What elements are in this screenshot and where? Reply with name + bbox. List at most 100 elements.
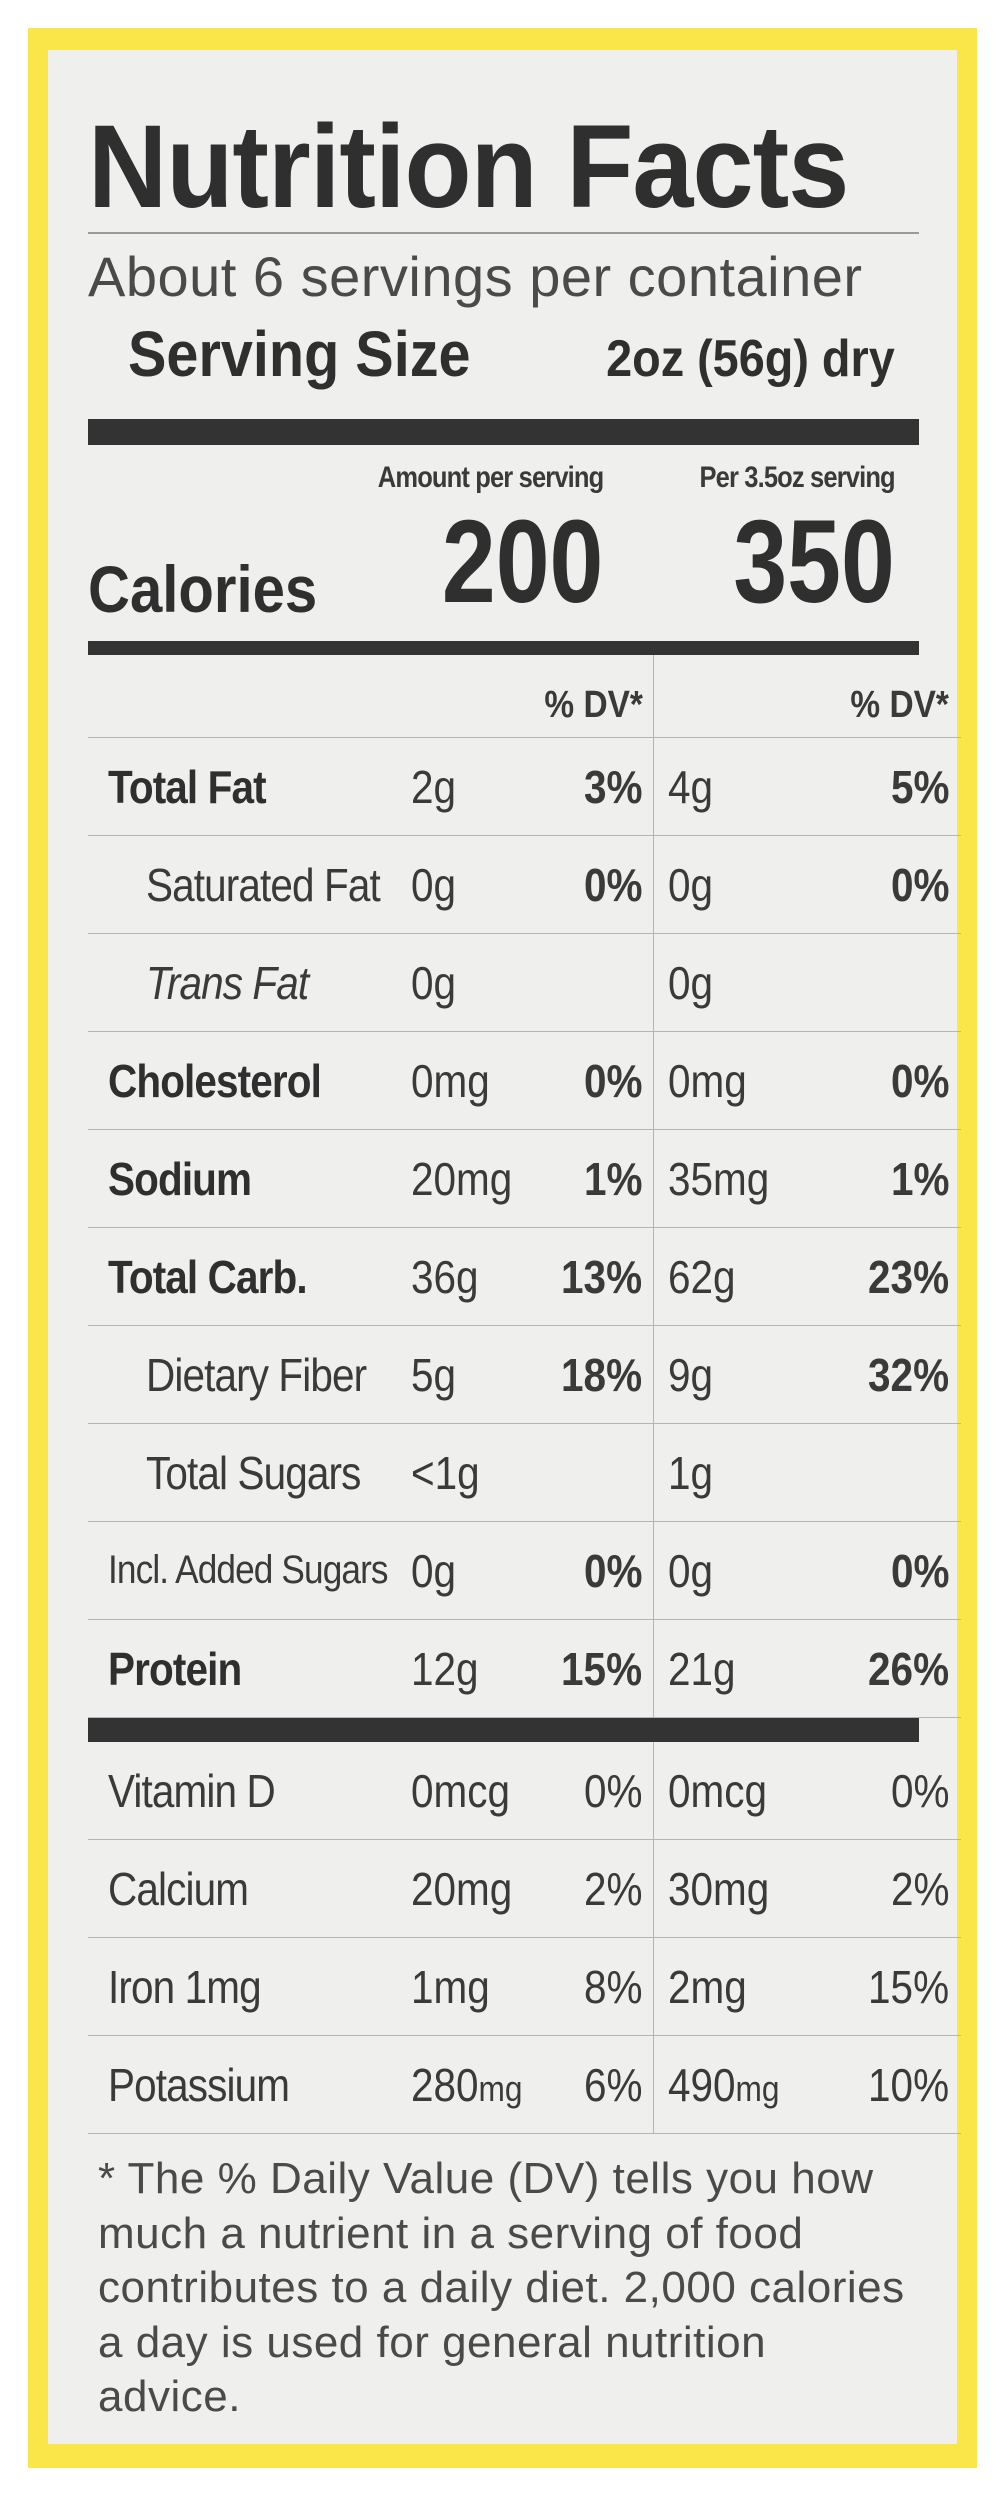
nutrient-dv-3-5oz: 5% (803, 737, 961, 836)
nutrient-dv-serving: 18% (523, 1325, 654, 1424)
dv-header-2: % DV* (803, 655, 961, 738)
nutrient-dv-serving (523, 933, 654, 1032)
label-border: Nutrition Facts About 6 servings per con… (28, 28, 977, 2468)
vitamin-name: Vitamin D (88, 1742, 403, 1840)
col2-header: Per 3.5oz serving (699, 461, 896, 494)
nutrient-amount-serving: <1g (403, 1423, 523, 1522)
serving-size-label: Serving Size (128, 318, 471, 390)
nutrient-dv-3-5oz: 0% (803, 1521, 961, 1620)
nutrient-amount-serving: 0g (403, 1521, 523, 1620)
calories-value-3-5oz: 350 (733, 496, 895, 628)
vitamin-name: Potassium (88, 2035, 403, 2134)
nutrient-amount-3-5oz: 0g (653, 933, 803, 1032)
nutrient-amount-3-5oz: 1g (653, 1423, 803, 1522)
nutrient-dv-3-5oz (803, 933, 961, 1032)
nutrient-row: Cholesterol 0mg 0% 0mg 0% (88, 1031, 961, 1130)
nutrient-amount-serving: 20mg (403, 1129, 523, 1228)
vitamin-dv-3-5oz: 10% (803, 2035, 961, 2134)
vitamin-dv-3-5oz: 2% (803, 1839, 961, 1938)
vitamin-amount-serving: 20mg (403, 1839, 523, 1938)
nutrient-dv-serving: 0% (523, 1031, 654, 1130)
nutrient-dv-3-5oz: 0% (803, 1031, 961, 1130)
calories-col-serving: Amount per serving 200 (338, 461, 603, 621)
nutrient-dv-3-5oz: 23% (803, 1227, 961, 1326)
nutrient-amount-serving: 0g (403, 933, 523, 1032)
nutrient-amount-serving: 0g (403, 835, 523, 934)
calories-label: Calories (88, 552, 318, 626)
nutrient-row: Sodium 20mg 1% 35mg 1% (88, 1129, 961, 1228)
vitamins-table: Vitamin D 0mcg 0% 0mcg 0% Calcium 20mg 2% 30mg 2%… (88, 1742, 961, 2134)
vitamin-row: Vitamin D 0mcg 0% 0mcg 0% (88, 1742, 961, 1840)
dv-header-1: % DV* (523, 655, 654, 738)
nutrient-row: Incl. Added Sugars 0g 0% 0g 0% (88, 1521, 961, 1620)
vitamin-row: Iron 1mg 1mg 8% 2mg 15% (88, 1937, 961, 2036)
nutrient-name: Total Fat (88, 737, 403, 836)
nutrient-name: Saturated Fat (88, 835, 403, 934)
nutrient-name: Total Sugars (88, 1423, 403, 1522)
nutrient-amount-serving: 5g (403, 1325, 523, 1424)
divider (88, 232, 919, 234)
nutrient-amount-3-5oz: 4g (653, 737, 803, 836)
vitamin-name: Iron 1mg (88, 1937, 403, 2036)
dv-header-row: % DV* % DV* (88, 655, 961, 738)
nutrition-facts-panel: Nutrition Facts About 6 servings per con… (48, 50, 961, 2444)
nutrient-amount-3-5oz: 9g (653, 1325, 803, 1424)
vitamin-amount-serving: 280mg (403, 2035, 523, 2134)
dv-header-blank (403, 655, 523, 738)
vitamin-row: Potassium 280mg 6% 490mg 10% (88, 2035, 961, 2134)
vitamin-amount-serving: 1mg (403, 1937, 523, 2036)
nutrient-row: Protein 12g 15% 21g 26% (88, 1619, 961, 1718)
vitamin-dv-3-5oz: 0% (803, 1742, 961, 1840)
nutrient-dv-serving (523, 1423, 654, 1522)
nutrient-rows: Total Fat 2g 3% 4g 5% Saturated Fat 0g 0% 0g 0% Tr… (88, 737, 961, 1718)
nutrient-dv-serving: 15% (523, 1619, 654, 1718)
vitamin-amount-3-5oz: 0mcg (653, 1742, 803, 1840)
calories-col-3-5oz: Per 3.5oz serving 350 (665, 461, 896, 628)
vitamin-amount-serving: 0mcg (403, 1742, 523, 1840)
nutrient-name: Incl. Added Sugars (88, 1521, 403, 1620)
nutrient-dv-3-5oz: 32% (803, 1325, 961, 1424)
vitamin-dv-serving: 0% (523, 1742, 654, 1840)
serving-size-row: Serving Size 2oz (56g) dry (88, 317, 919, 391)
nutrient-name: Trans Fat (88, 933, 403, 1032)
thick-divider-vitamins (88, 1718, 919, 1742)
nutrient-amount-3-5oz: 62g (653, 1227, 803, 1326)
nutrient-dv-3-5oz: 26% (803, 1619, 961, 1718)
vitamin-amount-3-5oz: 30mg (653, 1839, 803, 1938)
daily-value-footnote: * The % Daily Value (DV) tells you how m… (98, 2154, 905, 2422)
thick-divider (88, 419, 919, 445)
nutrient-amount-serving: 2g (403, 737, 523, 836)
nutrient-amount-3-5oz: 0g (653, 1521, 803, 1620)
vitamin-dv-serving: 2% (523, 1839, 654, 1938)
nutrient-dv-serving: 13% (523, 1227, 654, 1326)
dv-header-blank (653, 655, 803, 738)
nutrient-name: Cholesterol (88, 1031, 403, 1130)
medium-divider (88, 641, 919, 655)
nutrient-row: Trans Fat 0g 0g (88, 933, 961, 1032)
nutrient-amount-serving: 0mg (403, 1031, 523, 1130)
nutrient-dv-serving: 3% (523, 737, 654, 836)
vitamin-dv-3-5oz: 15% (803, 1937, 961, 2036)
nutrient-amount-3-5oz: 21g (653, 1619, 803, 1718)
nutrients-table: % DV* % DV* Total Fat 2g 3% 4g 5% Saturated F… (88, 655, 961, 1718)
vitamin-name: Calcium (88, 1839, 403, 1938)
col1-header: Amount per serving (377, 461, 603, 494)
servings-per-container: About 6 servings per container (88, 245, 863, 308)
vitamin-amount-3-5oz: 2mg (653, 1937, 803, 2036)
nutrient-dv-serving: 0% (523, 1521, 654, 1620)
nutrient-dv-3-5oz: 0% (803, 835, 961, 934)
nutrient-name: Dietary Fiber (88, 1325, 403, 1424)
vitamin-dv-serving: 6% (523, 2035, 654, 2134)
nutrient-dv-serving: 1% (523, 1129, 654, 1228)
nutrient-amount-3-5oz: 0mg (653, 1031, 803, 1130)
nutrient-name: Sodium (88, 1129, 403, 1228)
dv-header-blank (88, 655, 403, 738)
nutrient-row: Total Fat 2g 3% 4g 5% (88, 737, 961, 836)
nutrient-name: Protein (88, 1619, 403, 1718)
nutrient-row: Saturated Fat 0g 0% 0g 0% (88, 835, 961, 934)
nutrient-row: Total Sugars <1g 1g (88, 1423, 961, 1522)
nutrient-dv-3-5oz (803, 1423, 961, 1522)
nutrient-row: Total Carb. 36g 13% 62g 23% (88, 1227, 961, 1326)
nutrient-amount-serving: 36g (403, 1227, 523, 1326)
calories-value-serving: 200 (441, 496, 603, 628)
